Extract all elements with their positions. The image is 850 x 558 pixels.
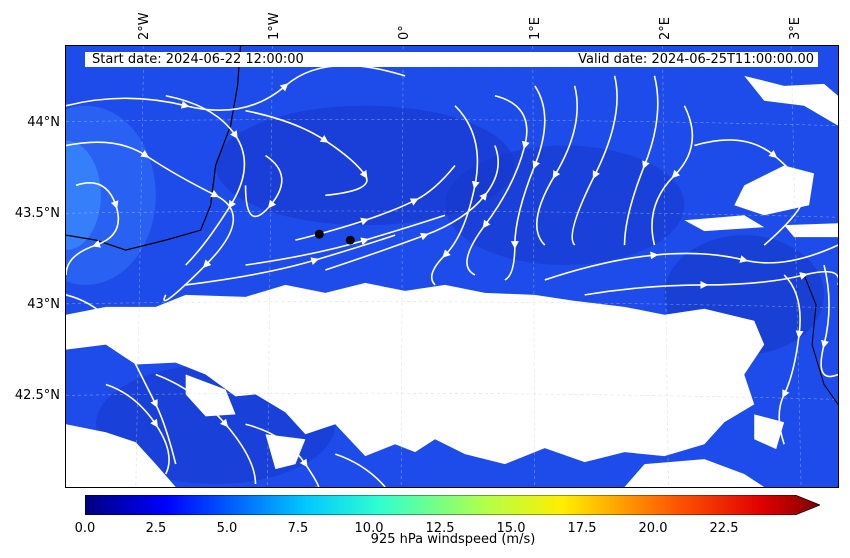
- lon-label-3e: 3°E: [788, 17, 803, 40]
- lon-label-1e: 1°E: [528, 17, 543, 40]
- lat-label-43: 43°N: [27, 297, 60, 312]
- colorbar-tick: 5.0: [216, 521, 238, 536]
- colorbar-tick: 12.5: [425, 521, 455, 536]
- colorbar-label: 925 hPa windspeed (m/s): [370, 532, 536, 547]
- colorbar-tick: 17.5: [567, 521, 597, 536]
- lon-label-0: 0°: [397, 25, 412, 40]
- lat-label-42-5: 42.5°N: [14, 388, 60, 403]
- valid-date-label: Valid date: 2024-06-25T11:00:00.00: [578, 52, 814, 67]
- city-dot: [314, 229, 324, 239]
- colorbar-tick: 7.5: [287, 521, 309, 536]
- windspeed-field: [66, 46, 838, 487]
- lat-label-44: 44°N: [27, 115, 60, 130]
- lon-label-1w: 1°W: [267, 12, 282, 40]
- streamlines: [66, 64, 838, 487]
- colorbar: [85, 495, 820, 515]
- lon-label-2e: 2°E: [658, 17, 673, 40]
- colorbar-tick: 20.0: [638, 521, 668, 536]
- lat-label-43-5: 43.5°N: [14, 206, 60, 221]
- start-date-label: Start date: 2024-06-22 12:00:00: [92, 52, 304, 67]
- lon-label-2w: 2°W: [137, 12, 152, 40]
- colorbar-tick: 10.0: [354, 521, 384, 536]
- map-panel: [65, 45, 839, 488]
- colorbar-tick: 22.5: [709, 521, 739, 536]
- colorbar-tick: 2.5: [145, 521, 167, 536]
- masked-area: [66, 282, 765, 465]
- city-dot: [345, 235, 355, 245]
- header-strip: [85, 52, 818, 67]
- colorbar-tick: 0.0: [74, 521, 96, 536]
- colorbar-tick: 15.0: [496, 521, 526, 536]
